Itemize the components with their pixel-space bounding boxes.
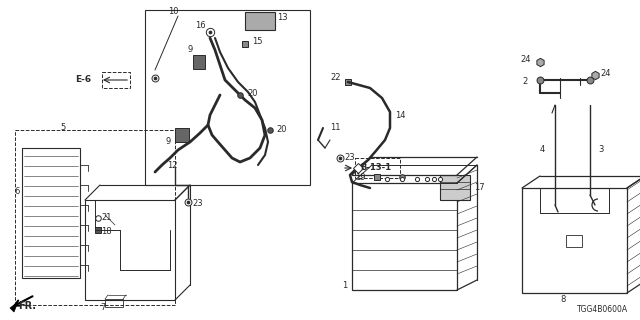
Bar	[245, 12, 275, 30]
Bar	[355, 158, 400, 178]
Text: 8: 8	[560, 295, 565, 305]
Bar	[566, 235, 582, 247]
Bar	[175, 128, 189, 142]
Text: 24: 24	[600, 69, 611, 78]
Text: 9: 9	[187, 45, 192, 54]
Text: 21: 21	[101, 213, 111, 222]
Text: 23: 23	[192, 199, 203, 209]
Text: 7: 7	[100, 303, 106, 313]
Text: E-6: E-6	[75, 76, 91, 84]
Text: 15: 15	[252, 37, 262, 46]
Text: 16: 16	[195, 21, 205, 30]
Text: 3: 3	[598, 146, 604, 155]
Bar	[440, 175, 470, 200]
Text: 24: 24	[520, 55, 531, 65]
Bar	[22, 148, 80, 278]
Bar	[15, 130, 175, 305]
Bar	[145, 10, 310, 185]
Text: 2: 2	[522, 77, 527, 86]
Text: 12: 12	[167, 161, 177, 170]
Text: 4: 4	[540, 146, 545, 155]
Bar	[352, 183, 457, 290]
Text: 17: 17	[474, 183, 484, 193]
Bar	[105, 299, 123, 307]
Text: 10: 10	[168, 7, 179, 17]
Text: 19: 19	[355, 173, 365, 182]
Text: 5: 5	[60, 123, 65, 132]
Text: 13: 13	[277, 13, 287, 22]
Bar	[522, 188, 627, 293]
Text: B-13-1: B-13-1	[360, 164, 391, 172]
Polygon shape	[10, 302, 18, 312]
Text: 9: 9	[165, 138, 170, 147]
Bar	[85, 200, 175, 300]
Text: 20: 20	[276, 124, 287, 133]
Text: 23: 23	[344, 154, 355, 163]
Bar	[102, 72, 130, 88]
Text: 1: 1	[342, 281, 348, 290]
Text: 22: 22	[330, 74, 340, 83]
Bar	[193, 55, 205, 69]
Text: TGG4B0600A: TGG4B0600A	[577, 305, 628, 314]
Text: 11: 11	[330, 124, 340, 132]
Text: 6: 6	[14, 188, 19, 196]
Text: 18: 18	[101, 227, 111, 236]
Text: 20: 20	[247, 90, 257, 99]
Text: 14: 14	[395, 110, 406, 119]
Text: FR.: FR.	[18, 301, 36, 311]
